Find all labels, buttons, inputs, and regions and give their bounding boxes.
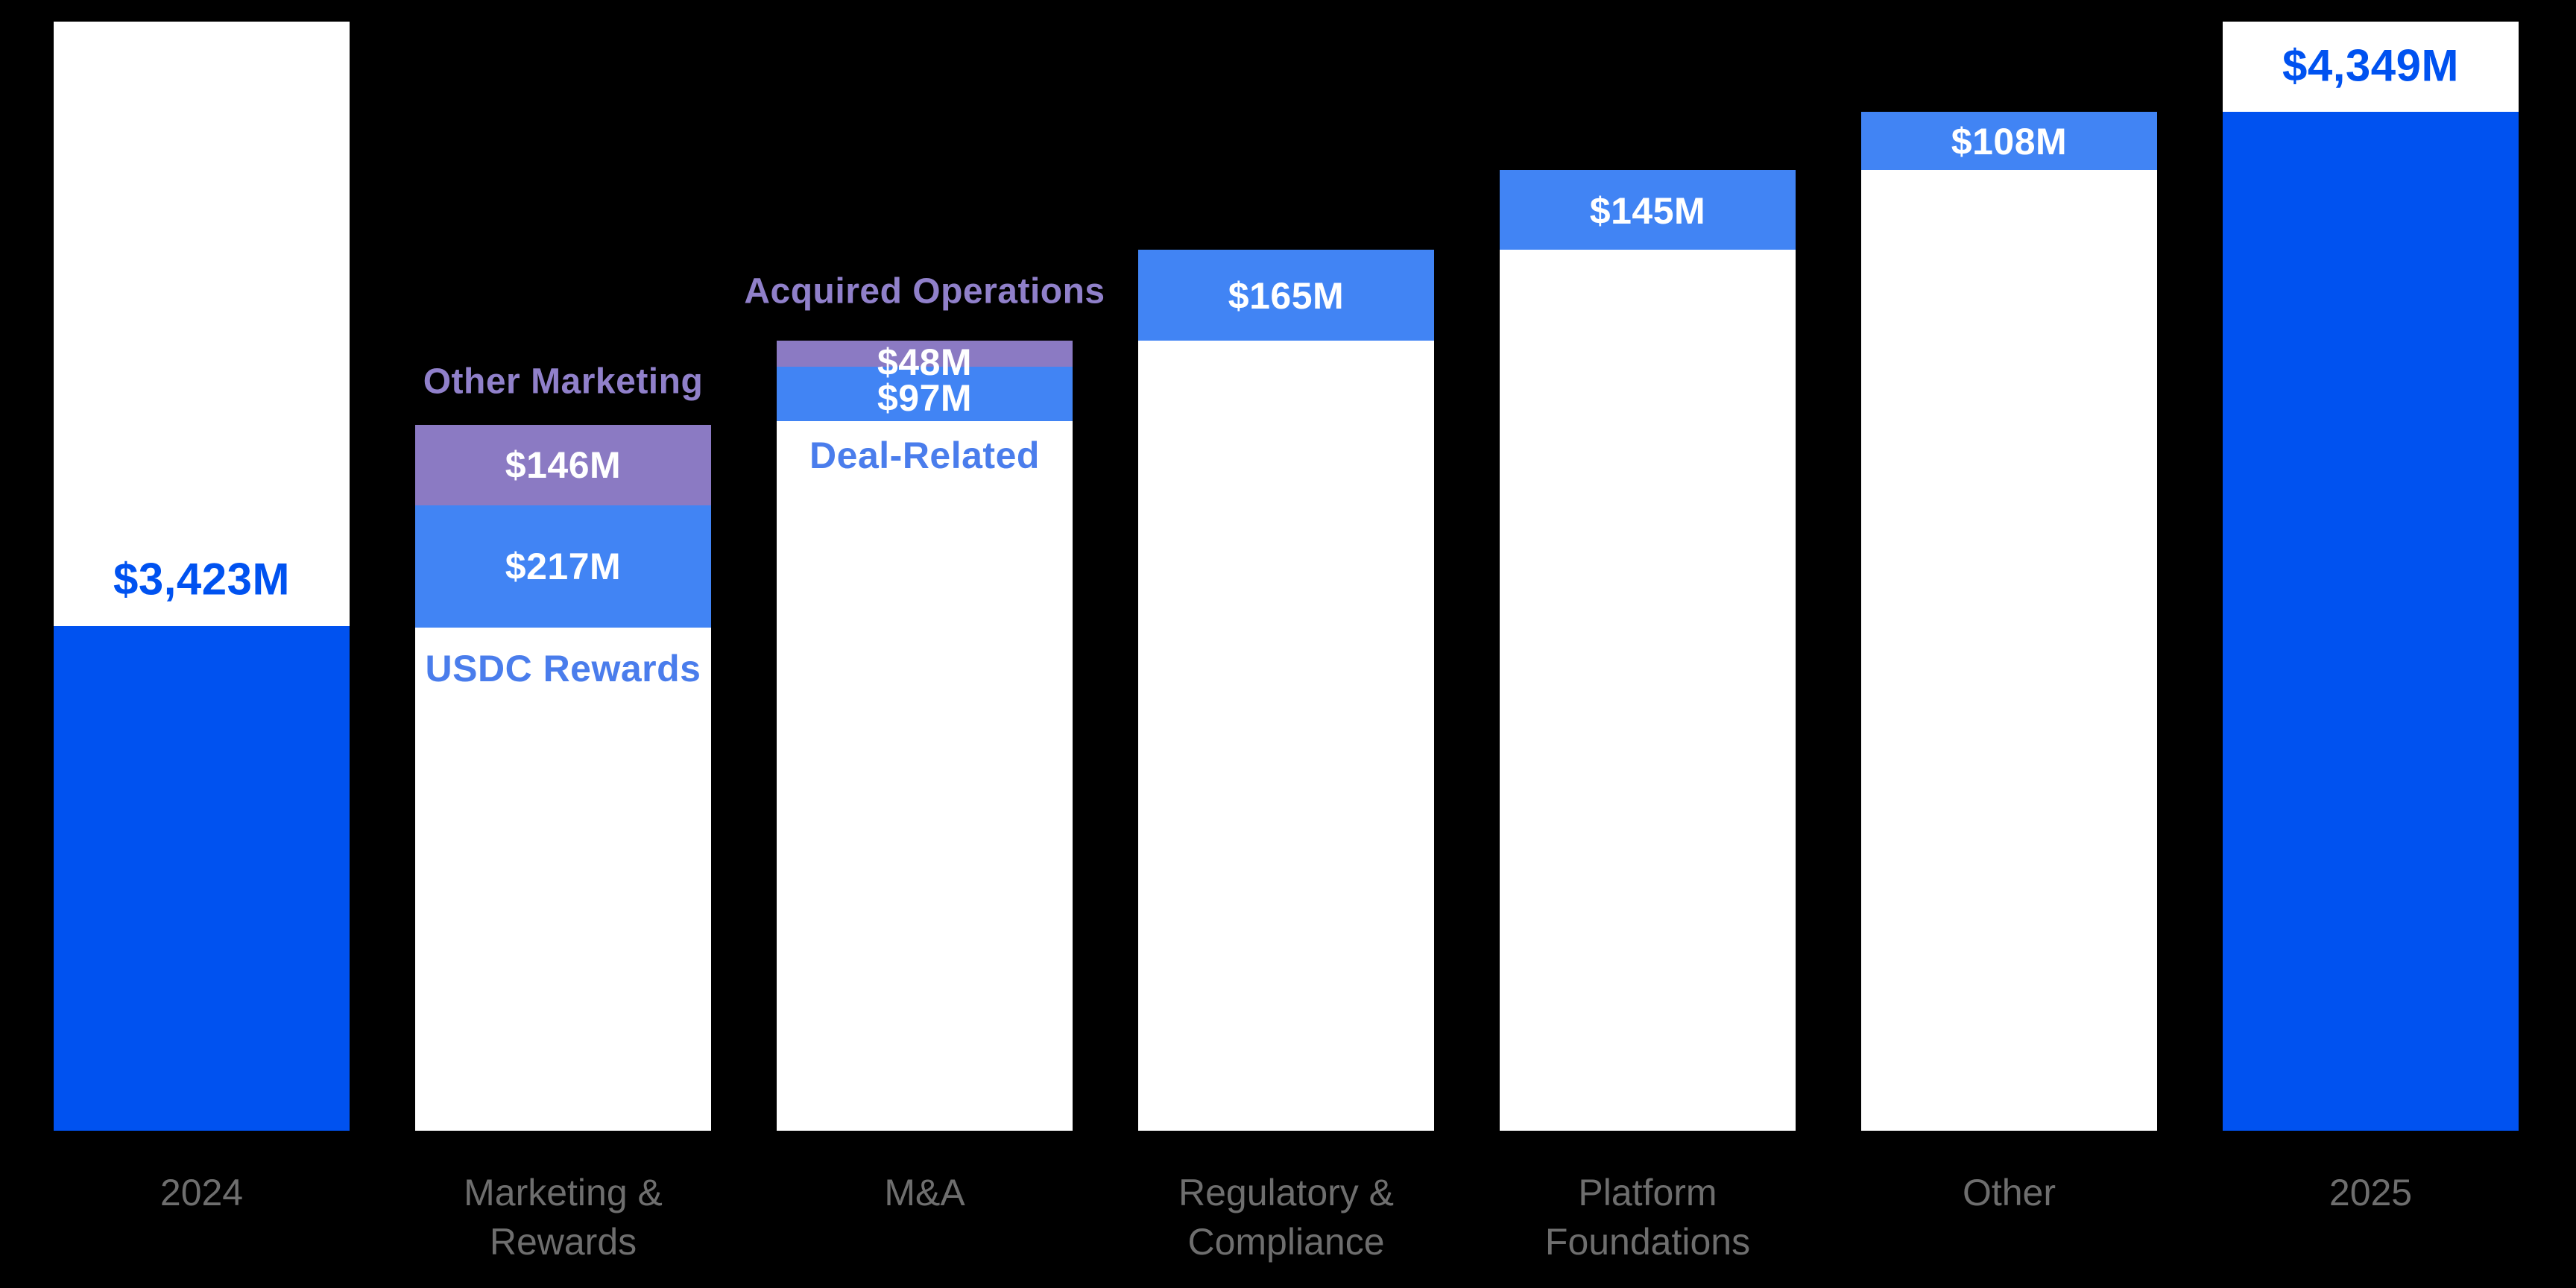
label-acquired-operations: Acquired Operations <box>744 271 1105 312</box>
bar-platform-white <box>1500 250 1796 1131</box>
segment-acquired-operations <box>777 341 1073 367</box>
value-regulatory-compliance: $165M <box>1228 275 1345 317</box>
column-platform-foundations: $145M Platform Foundations <box>1500 0 1796 1288</box>
segment-platform-foundations <box>1500 170 1796 250</box>
bar-other-white <box>1861 170 2157 1131</box>
axis-label-marketing-rewards: Marketing & Rewards <box>464 1168 663 1266</box>
value-deal-related: $97M <box>877 377 973 419</box>
bar-ma-white <box>777 421 1073 1131</box>
value-usdc-rewards: $217M <box>505 546 622 587</box>
column-other: $108M Other <box>1861 0 2157 1288</box>
bar-2024-total <box>54 626 350 1131</box>
column-2024: $3,423M 2024 <box>54 0 350 1288</box>
column-2025: $4,349M 2025 <box>2223 0 2519 1288</box>
axis-label-line: 2025 <box>2329 1172 2413 1213</box>
label-deal-related: Deal-Related <box>809 435 1040 476</box>
axis-label-line: Rewards <box>489 1221 637 1263</box>
axis-label-line: 2024 <box>160 1172 244 1213</box>
axis-label-regulatory-compliance: Regulatory & Compliance <box>1178 1168 1394 1266</box>
value-acquired-operations: $48M <box>877 341 973 383</box>
bar-regulatory-white <box>1138 341 1434 1131</box>
column-m-and-a: Acquired Operations $48M $97M Deal-Related M… <box>744 0 1105 1288</box>
axis-label-other: Other <box>1963 1168 2056 1217</box>
segment-other-marketing <box>415 425 711 505</box>
axis-label-platform-foundations: Platform Foundations <box>1545 1168 1750 1266</box>
segment-deal-related <box>777 367 1073 421</box>
value-other-marketing: $146M <box>505 444 622 486</box>
value-2024: $3,423M <box>113 554 290 604</box>
column-marketing-rewards: Other Marketing $146M $217M USDC Rewards Mar… <box>415 0 711 1288</box>
value-platform-foundations: $145M <box>1589 190 1706 232</box>
label-other-marketing: Other Marketing <box>423 362 704 402</box>
bar-marketing-white <box>415 628 711 1131</box>
axis-label-2024: 2024 <box>160 1168 243 1217</box>
axis-label-line: Regulatory & <box>1178 1172 1395 1213</box>
bar-2024-white-cap <box>54 22 350 626</box>
column-regulatory-compliance: $165M Regulatory & Compliance <box>1138 0 1434 1288</box>
label-usdc-rewards: USDC Rewards <box>425 648 701 689</box>
bar-2025-white-cap <box>2223 22 2519 112</box>
axis-label-line: Compliance <box>1187 1221 1385 1263</box>
axis-label-line: Marketing & <box>464 1172 663 1213</box>
value-2025: $4,349M <box>2282 40 2459 91</box>
segment-usdc-rewards <box>415 505 711 628</box>
segment-other <box>1861 112 2157 170</box>
value-other: $108M <box>1951 121 2068 162</box>
segment-regulatory-compliance <box>1138 250 1434 341</box>
axis-label-line: Platform <box>1578 1172 1717 1213</box>
axis-label-2025: 2025 <box>2329 1168 2412 1217</box>
axis-label-line: Other <box>1962 1172 2056 1213</box>
axis-label-line: Foundations <box>1544 1221 1751 1263</box>
bar-2025-total <box>2223 112 2519 1131</box>
axis-label-line: M&A <box>884 1172 965 1213</box>
axis-label-m-and-a: M&A <box>884 1168 965 1217</box>
